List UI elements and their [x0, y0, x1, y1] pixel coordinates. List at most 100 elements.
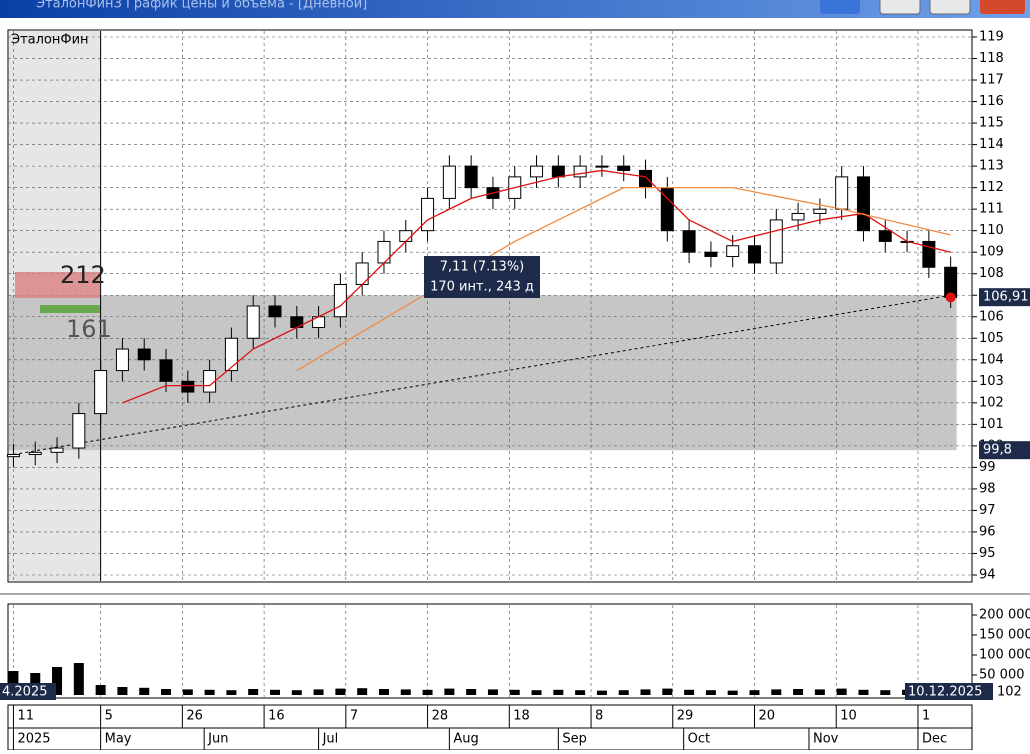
- y-tick-label: 117: [979, 73, 1004, 88]
- y-tick-label: 96: [979, 524, 996, 539]
- volume-bar: [553, 689, 564, 695]
- volume-bar: [749, 690, 760, 695]
- candle-body: [268, 305, 282, 318]
- volume-bar: [269, 689, 280, 695]
- x-tick-label: 28: [432, 709, 449, 724]
- candle-body: [50, 447, 64, 453]
- volume-bar: [705, 690, 716, 695]
- volume-bar: [357, 688, 368, 695]
- candle-body: [72, 413, 86, 449]
- candle-body: [377, 240, 391, 264]
- candle-body: [856, 176, 870, 232]
- y-tick-label: 103: [979, 374, 1004, 389]
- candle-body: [813, 208, 827, 214]
- title-bar: [0, 0, 1030, 18]
- candle-body: [6, 453, 20, 458]
- annotation-box: [424, 256, 540, 298]
- volume-bar: [662, 688, 673, 695]
- x-tick-label: 8: [595, 709, 603, 724]
- y-tick-label: 106: [979, 309, 1004, 324]
- profile-green: [40, 305, 100, 313]
- x-tick-label: 10: [840, 709, 857, 724]
- volume-panel: [7, 603, 973, 699]
- minimize-button[interactable]: [879, 0, 921, 15]
- y-tick-label: 200 000: [979, 608, 1030, 623]
- volume-bar: [226, 690, 237, 695]
- x-tick-label: 1: [922, 709, 930, 724]
- candle-body: [595, 165, 609, 168]
- price-panel: [7, 29, 973, 583]
- volume-bar: [640, 689, 651, 695]
- candle-body: [246, 305, 260, 339]
- candle-body: [115, 348, 129, 372]
- candle-body: [159, 359, 173, 382]
- candle-body: [682, 230, 696, 253]
- volume-bar: [793, 689, 804, 695]
- trend-line: [13, 294, 951, 455]
- profile-label: 161: [66, 315, 112, 343]
- y-tick-label: 112: [979, 180, 1004, 195]
- candle-body: [704, 251, 718, 258]
- month-label: Jun: [207, 732, 228, 747]
- candle-body: [421, 197, 435, 232]
- candle-body: [224, 337, 238, 372]
- y-tick-label: 150 000: [979, 628, 1030, 643]
- close-button[interactable]: [980, 0, 1025, 14]
- volume-bar: [117, 687, 128, 695]
- chart-title: ЭталонФин: [11, 33, 89, 48]
- volume-bar: [73, 663, 84, 695]
- y-tick-label: 99: [979, 460, 996, 475]
- candle-body: [28, 451, 42, 455]
- candle-body: [464, 165, 478, 189]
- y-tick-label: 113: [979, 159, 1004, 174]
- price-label-box: [979, 441, 1030, 460]
- volume-bar: [400, 689, 411, 695]
- candle-body: [530, 165, 544, 178]
- candle-body: [355, 262, 369, 285]
- volume-bar: [313, 689, 324, 695]
- x-tick-label: 11: [17, 709, 34, 724]
- y-tick-label: 104: [979, 352, 1004, 367]
- button[interactable]: [820, 0, 860, 14]
- y-tick-label: 116: [979, 94, 1004, 109]
- volume-bar: [422, 689, 433, 695]
- volume-bar: [291, 690, 302, 695]
- y-tick-label: 111: [979, 202, 1004, 217]
- y-tick-label: 100 000: [979, 648, 1030, 663]
- y-tick-label: 95: [979, 546, 996, 561]
- candle-body: [333, 283, 347, 318]
- volume-bar: [531, 690, 542, 695]
- candle-body: [137, 348, 151, 361]
- moving-average: [296, 186, 951, 372]
- range-label: 4.2025: [2, 685, 48, 700]
- candle-body: [442, 165, 456, 199]
- volume-bar: [466, 689, 477, 695]
- month-label: May: [105, 732, 132, 747]
- range-label: 10.12.2025: [908, 685, 982, 700]
- volume-bar: [182, 689, 193, 695]
- maximize-button[interactable]: [929, 0, 971, 15]
- volume-bar: [204, 689, 215, 695]
- candle-body: [835, 176, 849, 210]
- price-label: 99,8: [983, 443, 1012, 458]
- y-tick-label: 109: [979, 245, 1004, 260]
- month-label: Oct: [688, 732, 710, 747]
- y-tick-label: 97: [979, 503, 996, 518]
- candle-body: [551, 165, 565, 178]
- volume-bar: [378, 689, 389, 695]
- profile-red: [15, 272, 100, 298]
- y-tick-label: 101: [979, 417, 1004, 432]
- x-tick-label: 29: [677, 709, 694, 724]
- month-label: Aug: [453, 732, 478, 747]
- x-tick-label: 16: [268, 709, 285, 724]
- y-tick-label: 115: [979, 116, 1004, 131]
- month-label: Dec: [922, 732, 947, 747]
- candle-body: [94, 370, 108, 415]
- volume-bar: [727, 690, 738, 695]
- month-label: 2025: [17, 732, 50, 747]
- volume-bar: [618, 690, 629, 695]
- candle-body: [726, 245, 740, 258]
- price-label: 106,91: [983, 290, 1029, 305]
- y-tick-label: 119: [979, 30, 1004, 45]
